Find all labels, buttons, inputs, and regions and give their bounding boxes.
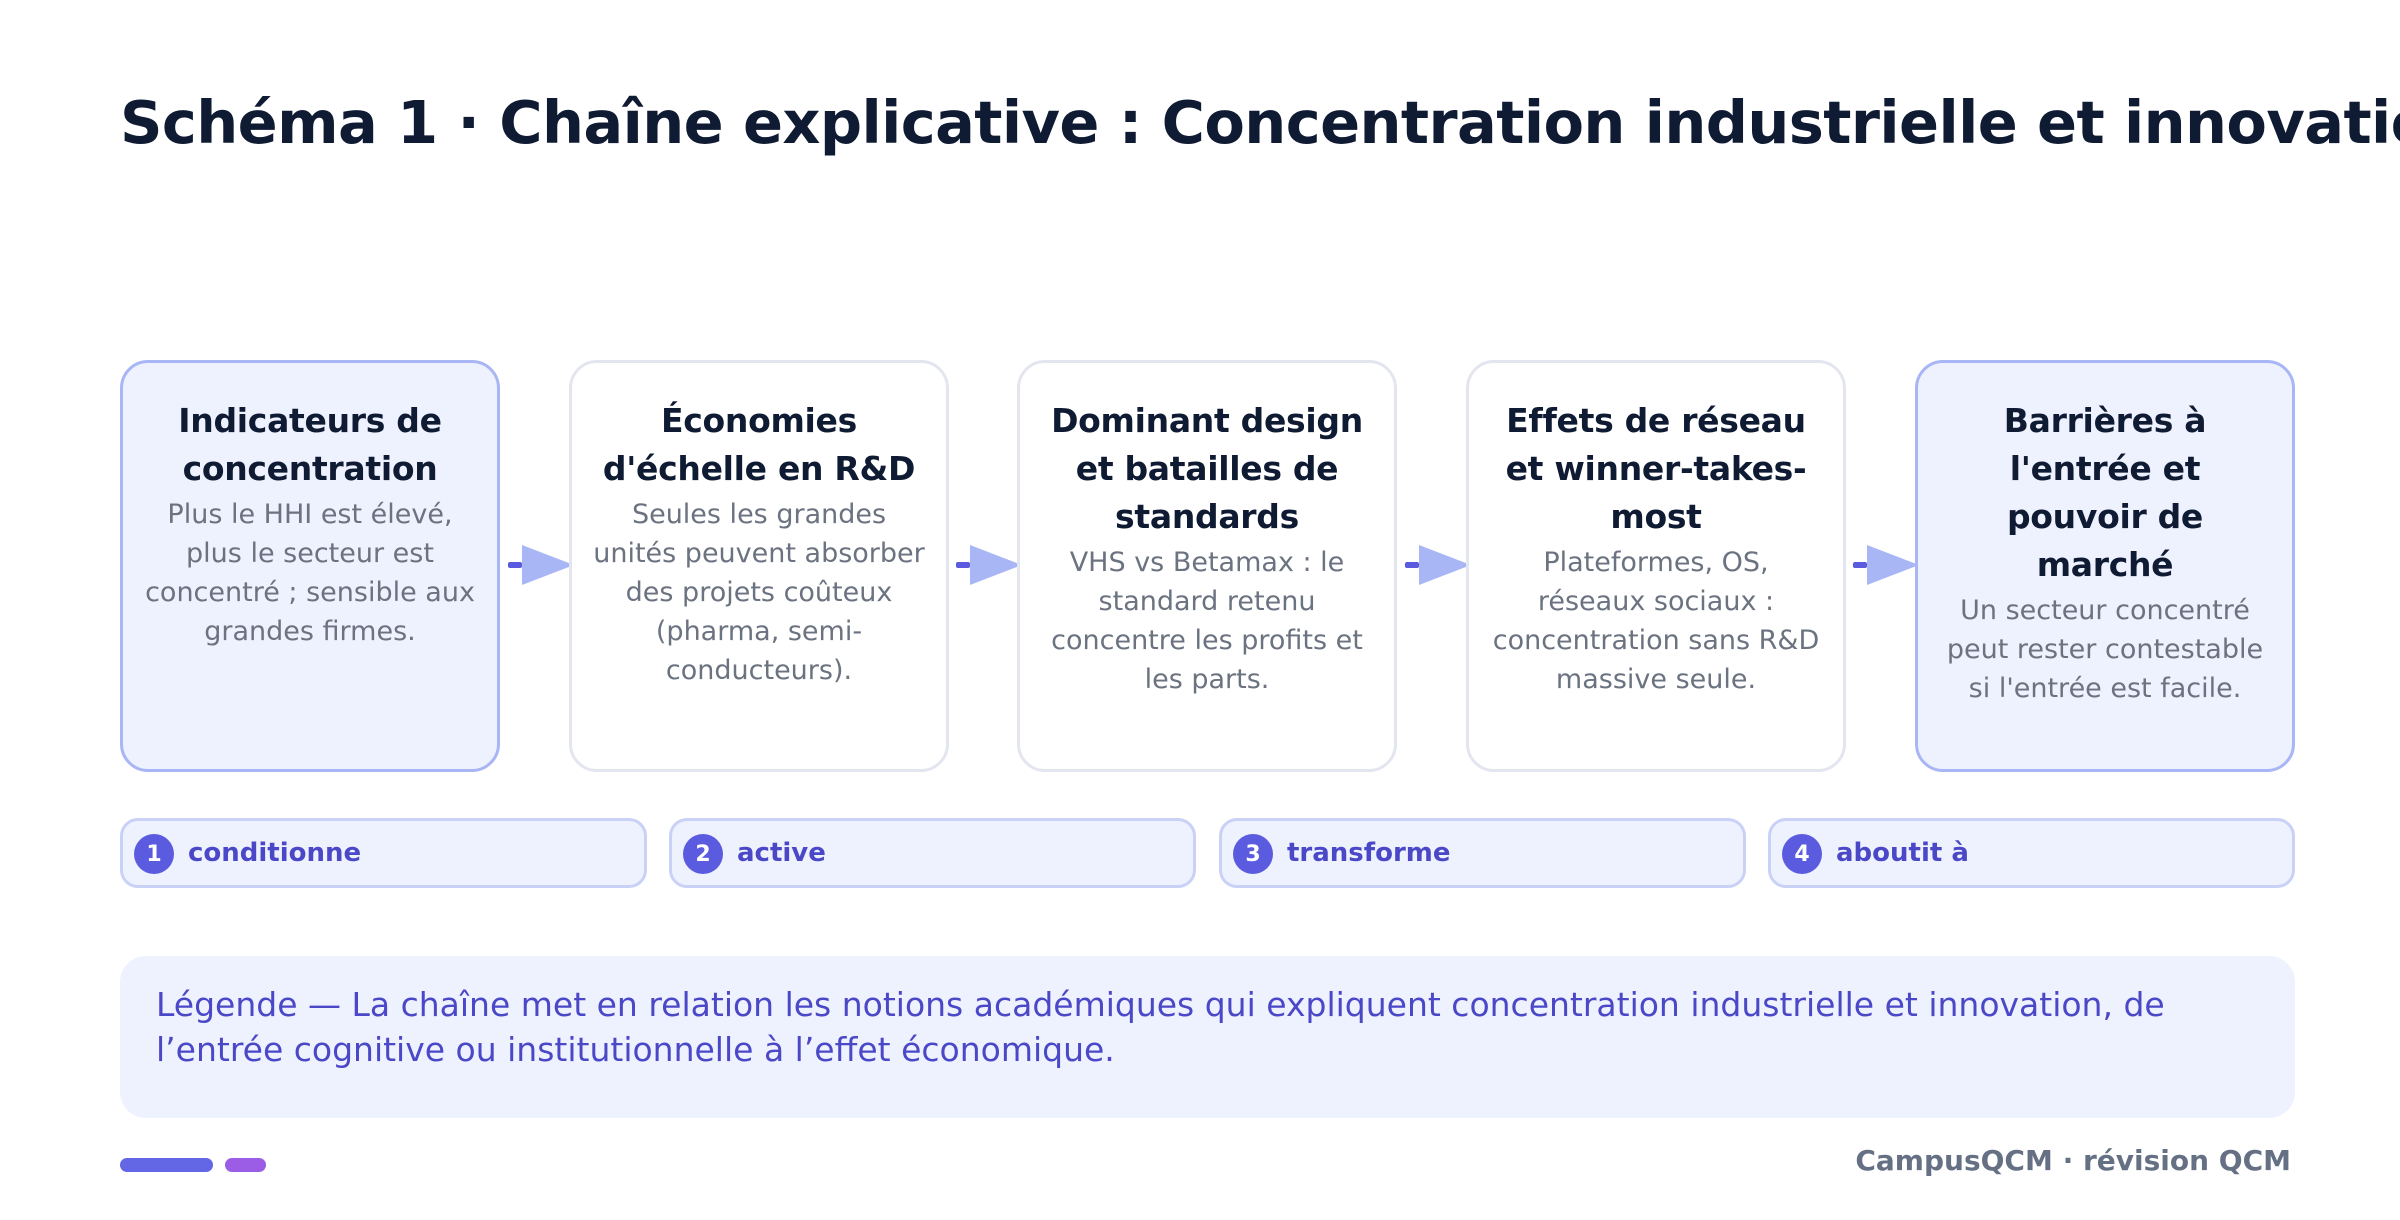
step-description: Plus le HHI est élevé, plus le secteur e… <box>145 499 475 647</box>
chain-step-network-effects: Effets de réseau et winner-takes-most Pl… <box>1466 360 1846 772</box>
arrow-right-icon <box>1405 545 1471 585</box>
chain-step-entry-barriers: Barrières à l'entrée et pouvoir de march… <box>1915 360 2295 772</box>
step-number-badge: 2 <box>683 834 723 874</box>
explanatory-chain: Indicateurs de concentration Plus le HHI… <box>120 360 2295 772</box>
legend-box: Légende — La chaîne met en relation les … <box>120 956 2295 1118</box>
link-tag-active: 2 active <box>669 818 1196 888</box>
step-description: VHS vs Betamax : le standard retenu conc… <box>1051 547 1363 695</box>
step-title: Barrières à l'entrée et pouvoir de march… <box>2003 401 2207 584</box>
link-label: aboutit à <box>1836 838 1969 868</box>
step-number-badge: 4 <box>1782 834 1822 874</box>
link-tag-conditionne: 1 conditionne <box>120 818 647 888</box>
brand-bar-primary <box>120 1158 213 1172</box>
chain-step-concentration-indicators: Indicateurs de concentration Plus le HHI… <box>120 360 500 772</box>
diagram-title: Schéma 1 · Chaîne explicative : Concentr… <box>120 88 2400 157</box>
step-title: Effets de réseau et winner-takes-most <box>1505 401 1807 536</box>
footer-brand: CampusQCM · révision QCM <box>1855 1144 2291 1177</box>
link-tag-aboutit: 4 aboutit à <box>1768 818 2295 888</box>
step-number-badge: 1 <box>134 834 174 874</box>
link-labels: 1 conditionne 2 active 3 transforme 4 ab… <box>120 818 2295 890</box>
step-title: Économies d'échelle en R&D <box>602 401 916 488</box>
link-label: conditionne <box>188 838 362 868</box>
link-label: active <box>737 838 826 868</box>
step-description: Un secteur concentré peut rester contest… <box>1946 595 2264 704</box>
link-tag-transforme: 3 transforme <box>1219 818 1746 888</box>
brand-bar-secondary <box>225 1158 266 1172</box>
arrow-right-icon <box>508 545 574 585</box>
step-title: Dominant design et batailles de standard… <box>1051 401 1363 536</box>
step-description: Plateformes, OS, réseaux sociaux : conce… <box>1492 547 1820 695</box>
step-title: Indicateurs de concentration <box>178 401 442 488</box>
step-description: Seules les grandes unités peuvent absorb… <box>593 499 925 686</box>
arrow-right-icon <box>1853 545 1919 585</box>
chain-step-rd-scale-economies: Économies d'échelle en R&D Seules les gr… <box>569 360 949 772</box>
step-number-badge: 3 <box>1233 834 1273 874</box>
chain-step-dominant-design: Dominant design et batailles de standard… <box>1017 360 1397 772</box>
arrow-right-icon <box>956 545 1022 585</box>
link-label: transforme <box>1287 838 1451 868</box>
